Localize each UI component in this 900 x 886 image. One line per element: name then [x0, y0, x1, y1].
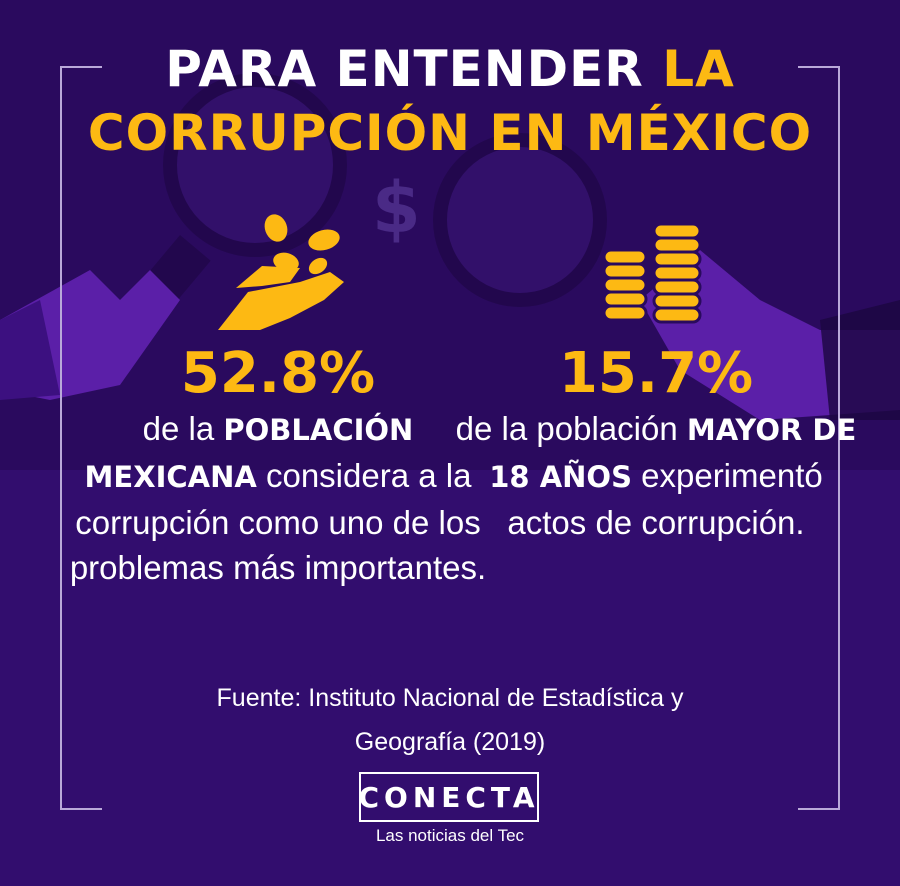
page-title-line-2: CORRUPCIÓN EN MÉXICO [87, 104, 813, 162]
stat-text-post: considera a la corrupción como uno de lo… [69, 457, 487, 586]
dollar-icon: $ [372, 167, 421, 249]
brand-tagline: Las noticias del Tec [375, 826, 525, 845]
hand-with-coins-icon [218, 214, 344, 330]
conecta-logo: CONECTA [358, 772, 539, 822]
stat-description: de la POBLACIÓN MEXICANA considera a la … [68, 406, 488, 590]
stat-value: 15.7% [558, 341, 754, 406]
stat-text-bold: POBLACIÓN MEXICANA [84, 413, 414, 494]
source-note: Fuente: Instituto Nacional de Estadístic… [0, 676, 900, 764]
stat-text-pre: de la [142, 410, 224, 447]
page-title-line-1: PARA ENTENDER LA [0, 40, 900, 98]
stat-block-adults: 15.7% de la población MAYOR DE 18 AÑOS e… [446, 342, 866, 545]
title-gold-text: LA [662, 40, 735, 98]
frame-bracket-right [798, 66, 840, 810]
stat-text-post: experimentó actos de corrupción. [507, 457, 823, 541]
frame-bracket-left [60, 66, 102, 810]
left-hand-illustration [0, 270, 180, 400]
stat-block-population: 52.8% de la POBLACIÓN MEXICANA considera… [68, 342, 488, 590]
stat-description: de la población MAYOR DE 18 AÑOS experim… [446, 406, 866, 545]
magnifying-glass-icon [433, 133, 607, 307]
stat-text-pre: de la población [455, 410, 687, 447]
stat-value: 52.8% [180, 341, 376, 406]
coin-stacks-icon [602, 222, 702, 324]
title-white-text: PARA ENTENDER [165, 40, 663, 98]
stat-text-bold: MAYOR DE 18 AÑOS [489, 413, 857, 494]
source-line-1: Fuente: Instituto Nacional de Estadístic… [216, 684, 684, 712]
source-line-2: Geografía (2019) [354, 728, 546, 756]
right-hand-illustration [640, 250, 900, 420]
